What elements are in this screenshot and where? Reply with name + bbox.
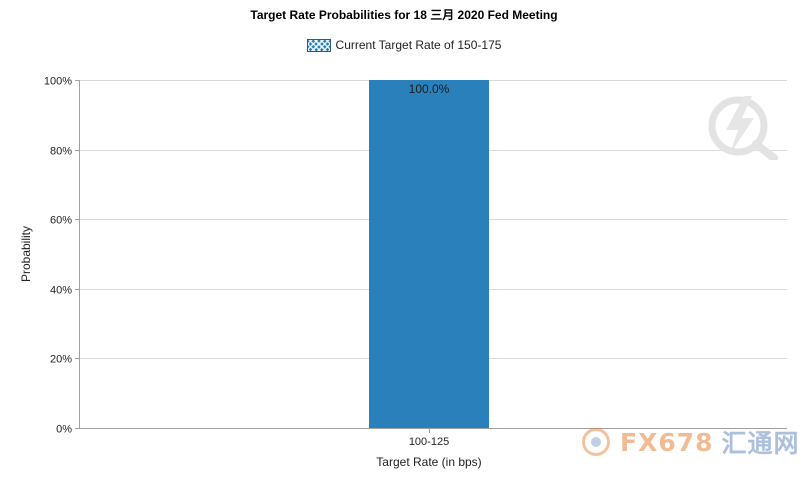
data-label: 100.0% (409, 82, 450, 96)
watermark: FX678 汇通网 (582, 424, 800, 460)
y-tick-label: 0% (56, 424, 72, 436)
y-tick-label: 20% (50, 354, 72, 366)
y-tick-label: 40% (50, 285, 72, 297)
legend-label: Current Target Rate of 150-175 (335, 38, 502, 52)
bar-100-125 (369, 80, 489, 428)
x-tick-label: 100-125 (409, 436, 449, 448)
lightning-magnifier-icon (708, 96, 778, 160)
watermark-brand: FX678 (620, 427, 714, 457)
x-axis-title: Target Rate (in bps) (376, 455, 481, 469)
watermark-brand-cn: 汇通网 (721, 429, 800, 458)
legend: Current Target Rate of 150-175 (0, 38, 808, 52)
chart-title: Target Rate Probabilities for 18 三月 2020… (250, 8, 558, 22)
y-tick-label: 80% (50, 146, 72, 158)
y-tick-label: 100% (44, 76, 72, 88)
fx678-logo-icon (582, 428, 610, 456)
y-tick-label: 60% (50, 215, 72, 227)
legend-swatch (306, 38, 331, 52)
y-axis-title: Probability (19, 226, 33, 282)
